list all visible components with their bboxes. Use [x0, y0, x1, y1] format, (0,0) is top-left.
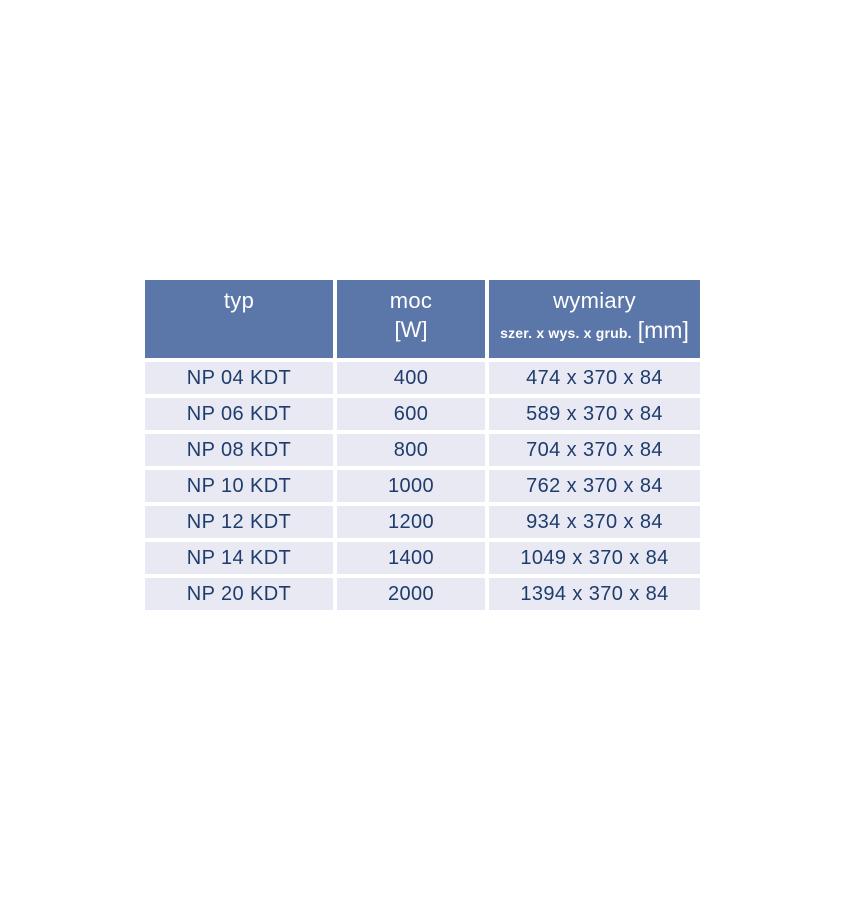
cell-wymiary: 934 x 370 x 84 — [489, 506, 700, 538]
header-wymiary-subline: szer. x wys. x grub. [mm] — [500, 315, 689, 348]
header-wymiary-sublabel: szer. x wys. x grub. — [500, 325, 632, 341]
cell-wymiary: 1049 x 370 x 84 — [489, 542, 700, 574]
cell-moc: 2000 — [337, 578, 485, 610]
cell-wymiary: 1394 x 370 x 84 — [489, 578, 700, 610]
cell-typ: NP 06 KDT — [145, 398, 333, 430]
cell-typ: NP 08 KDT — [145, 434, 333, 466]
product-spec-table: typ moc [W] wymiary szer. x wys. x grub.… — [145, 280, 700, 610]
cell-wymiary: 762 x 370 x 84 — [489, 470, 700, 502]
header-wymiary-label: wymiary — [553, 288, 636, 313]
cell-wymiary: 704 x 370 x 84 — [489, 434, 700, 466]
cell-typ: NP 14 KDT — [145, 542, 333, 574]
header-wymiary-unit: [mm] — [637, 317, 689, 343]
header-cell-wymiary: wymiary szer. x wys. x grub. [mm] — [489, 280, 700, 358]
cell-moc: 400 — [337, 362, 485, 394]
cell-moc: 600 — [337, 398, 485, 430]
header-cell-typ: typ — [145, 280, 333, 358]
cell-moc: 1400 — [337, 542, 485, 574]
cell-wymiary: 589 x 370 x 84 — [489, 398, 700, 430]
header-moc-label: moc — [389, 288, 433, 313]
cell-typ: NP 12 KDT — [145, 506, 333, 538]
cell-typ: NP 10 KDT — [145, 470, 333, 502]
cell-typ: NP 20 KDT — [145, 578, 333, 610]
header-moc-unit: [W] — [394, 317, 428, 342]
header-typ-label: typ — [223, 288, 255, 313]
cell-moc: 1000 — [337, 470, 485, 502]
cell-moc: 1200 — [337, 506, 485, 538]
cell-wymiary: 474 x 370 x 84 — [489, 362, 700, 394]
header-cell-moc: moc [W] — [337, 280, 485, 358]
cell-typ: NP 04 KDT — [145, 362, 333, 394]
cell-moc: 800 — [337, 434, 485, 466]
